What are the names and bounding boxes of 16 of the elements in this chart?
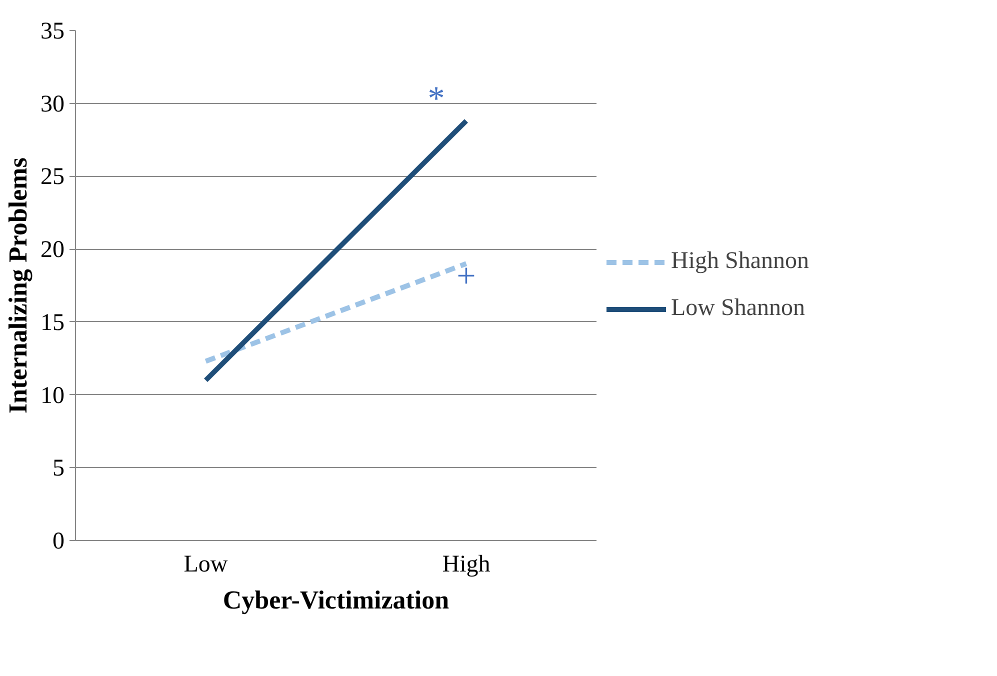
x-tick-label: High [442,552,490,578]
y-tick-label: 0 [52,528,64,554]
y-tick-label: 35 [40,18,64,44]
y-tick-label: 30 [40,91,64,118]
legend-label: High Shannon [671,248,809,275]
annotation: * [428,80,445,118]
x-tick-label: Low [184,552,228,578]
y-tick-label: 15 [40,310,64,336]
y-tick-label: 20 [40,237,64,264]
y-tick-label: 10 [40,382,64,409]
x-axis-title: Cyber-Victimization [222,586,450,614]
y-tick-label: 25 [40,164,64,190]
y-axis-title: Internalizing Problems [4,158,32,414]
annotation: + [456,258,476,296]
legend-label: Low Shannon [671,295,805,322]
y-tick-label: 5 [52,456,64,482]
